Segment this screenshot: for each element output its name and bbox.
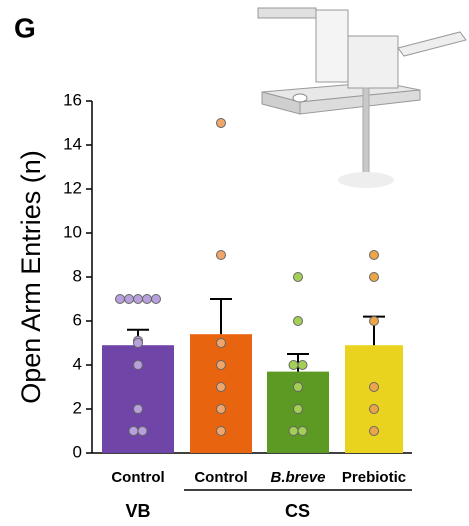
data-point [216, 404, 226, 414]
panel-label: G [14, 12, 36, 43]
bar [345, 345, 403, 453]
data-point [133, 404, 143, 414]
data-point [293, 316, 303, 326]
category-label: B.breve [270, 469, 325, 486]
data-point [133, 360, 143, 370]
data-point [137, 426, 148, 436]
data-point [297, 360, 308, 370]
y-tick-label: 2 [73, 398, 82, 417]
data-point [128, 426, 139, 436]
data-point [369, 250, 379, 260]
y-tick-label: 16 [63, 90, 82, 109]
data-point [288, 426, 299, 436]
data-point [293, 404, 303, 414]
data-point [288, 360, 299, 370]
data-point [216, 118, 226, 128]
data-point [216, 360, 226, 370]
y-tick-label: 10 [63, 222, 82, 241]
data-point [293, 272, 303, 282]
data-point [369, 382, 379, 392]
data-point [216, 338, 226, 348]
data-point [369, 316, 379, 326]
y-axis-label: Open Arm Entries (n) [16, 150, 46, 404]
category-label: Control [194, 469, 247, 486]
data-point [297, 426, 308, 436]
group-label: VB [125, 501, 150, 521]
data-point [369, 272, 379, 282]
data-point [216, 426, 226, 436]
y-tick-label: 4 [73, 354, 82, 373]
category-label: Control [111, 469, 164, 486]
y-tick-label: 8 [73, 266, 82, 285]
y-tick-label: 12 [63, 178, 82, 197]
data-point [133, 338, 143, 348]
maze-illustration [257, 7, 467, 188]
data-point [142, 294, 152, 304]
y-tick-label: 14 [63, 134, 82, 153]
data-point [293, 382, 303, 392]
data-point [369, 404, 379, 414]
data-point [369, 426, 379, 436]
y-tick-label: 0 [73, 442, 82, 461]
y-tick-label: 6 [73, 310, 82, 329]
data-point [133, 294, 143, 304]
data-point [151, 294, 161, 304]
data-point [216, 250, 226, 260]
group-label: CS [285, 501, 310, 521]
data-point [115, 294, 125, 304]
data-point [216, 382, 226, 392]
category-label: Prebiotic [342, 469, 406, 486]
data-point [124, 294, 134, 304]
